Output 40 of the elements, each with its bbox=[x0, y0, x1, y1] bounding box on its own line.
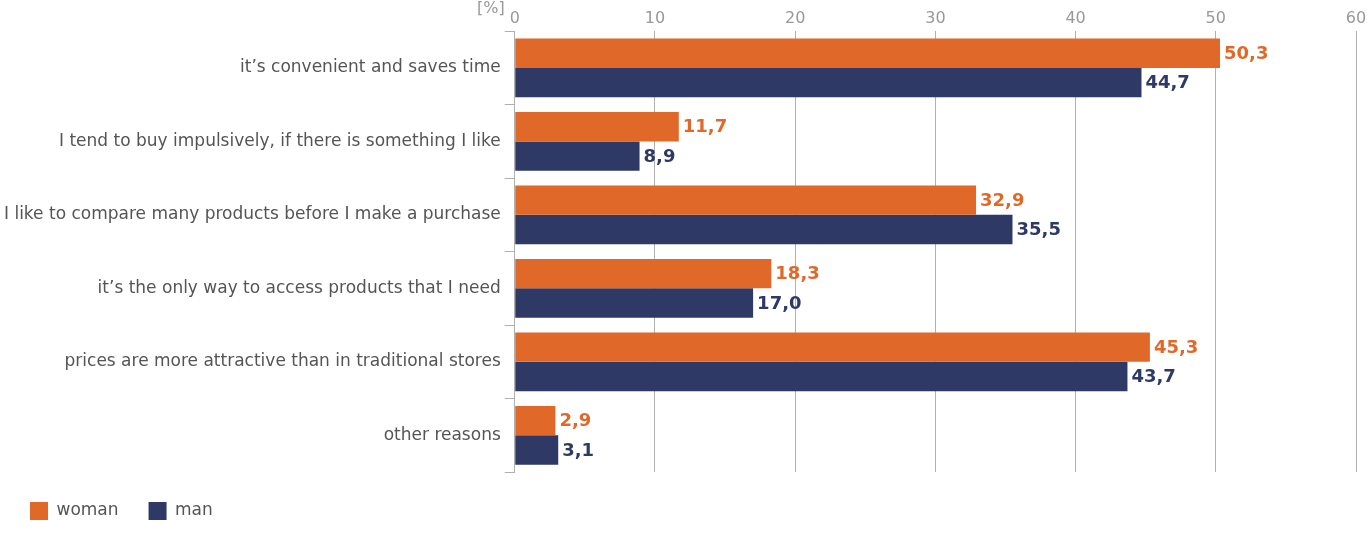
data-label: 8,9 bbox=[643, 144, 676, 166]
bar bbox=[515, 288, 754, 318]
x-tick-label: 0 bbox=[509, 7, 520, 27]
legend-label: man bbox=[175, 499, 213, 520]
data-label: 11,7 bbox=[682, 115, 728, 137]
data-label: 35,5 bbox=[1016, 218, 1061, 240]
x-tick-label: 20 bbox=[784, 7, 806, 27]
y-tick-label: I like to compare many products before I make a purchase bbox=[3, 203, 501, 224]
data-label: 3,1 bbox=[562, 438, 595, 460]
bar bbox=[515, 185, 977, 215]
y-tick-label: other reasons bbox=[383, 423, 501, 444]
bar bbox=[515, 332, 1150, 362]
bar bbox=[515, 141, 640, 171]
data-label: 44,7 bbox=[1145, 71, 1190, 93]
x-tick-label: 10 bbox=[644, 7, 666, 27]
y-tick-label: it’s convenient and saves time bbox=[240, 56, 501, 77]
bar bbox=[515, 38, 1220, 68]
bar bbox=[515, 258, 772, 289]
data-label: 2,9 bbox=[559, 409, 592, 431]
legend-label: woman bbox=[56, 499, 119, 520]
x-axis-title: [%] bbox=[477, 0, 505, 18]
x-tick-label: 30 bbox=[925, 7, 946, 27]
data-label: 18,3 bbox=[775, 262, 820, 284]
bar bbox=[515, 435, 559, 465]
y-tick-label: it’s the only way to access products that I need bbox=[97, 276, 501, 297]
bar bbox=[515, 112, 679, 142]
bar bbox=[515, 361, 1128, 392]
x-tick-label: 60 bbox=[1345, 7, 1367, 27]
y-tick-label: prices are more attractive than in traditional stores bbox=[64, 350, 501, 371]
x-tick-label: 50 bbox=[1205, 7, 1226, 27]
x-tick-label: 40 bbox=[1065, 7, 1086, 27]
data-label: 32,9 bbox=[980, 188, 1025, 210]
bar bbox=[515, 214, 1013, 245]
bar bbox=[515, 67, 1142, 98]
data-label: 17,0 bbox=[757, 291, 802, 313]
data-label: 50,3 bbox=[1224, 41, 1269, 63]
bar bbox=[515, 405, 556, 436]
y-tick-label: I tend to buy impulsively, if there is something I like bbox=[59, 129, 501, 150]
data-label: 45,3 bbox=[1153, 335, 1199, 357]
data-label: 43,7 bbox=[1131, 365, 1176, 387]
